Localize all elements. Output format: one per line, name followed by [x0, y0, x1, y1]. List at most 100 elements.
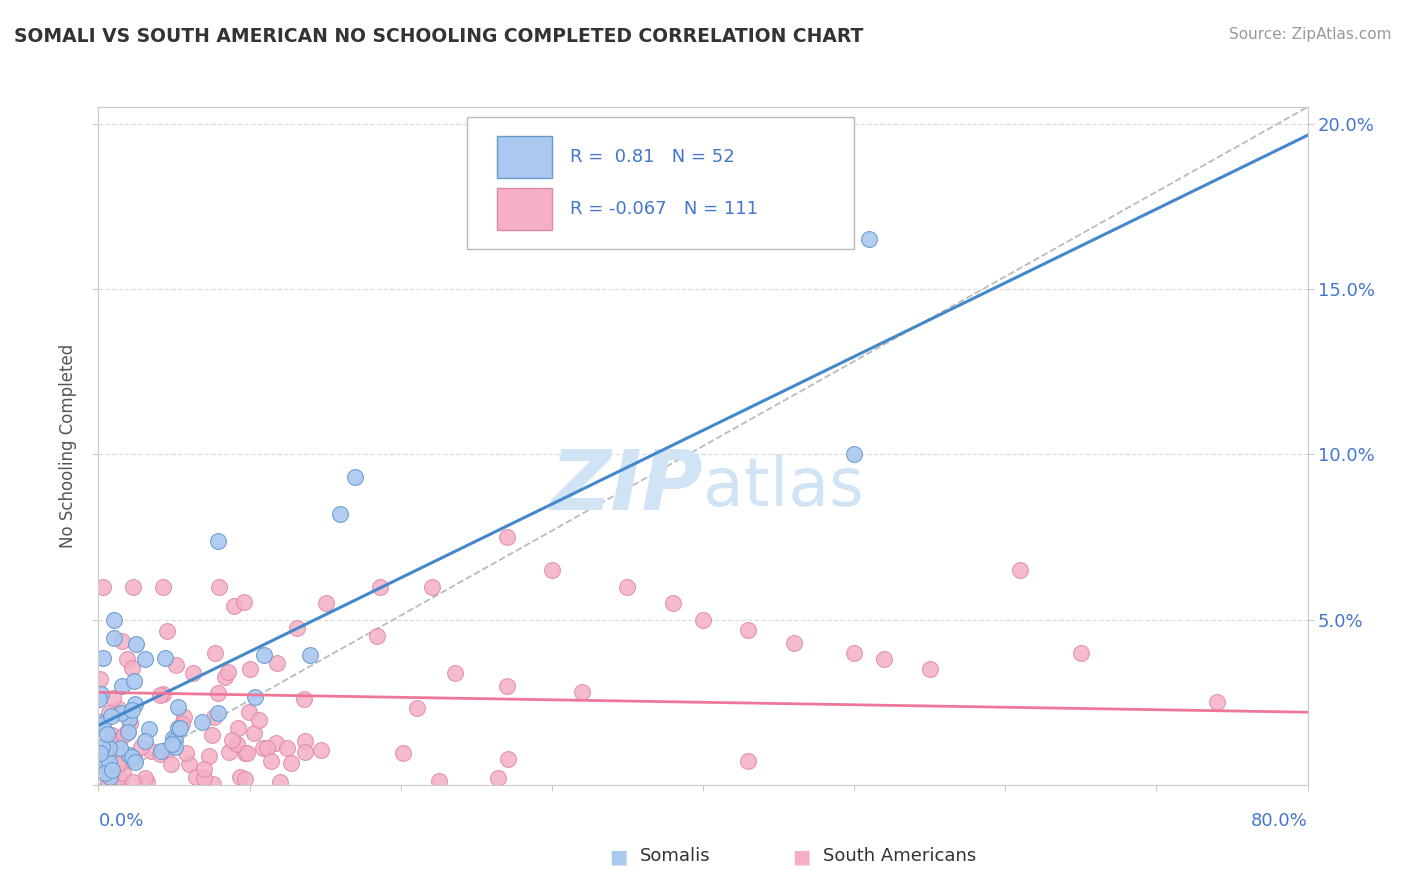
Point: [1070, 646, 1092, 660]
Point: [90, 687, 112, 701]
Point: [243, 690, 266, 704]
Point: [858, 232, 880, 246]
Point: [392, 747, 415, 761]
Point: [207, 706, 229, 721]
Point: [202, 710, 225, 724]
Point: [152, 687, 174, 701]
Point: [160, 737, 183, 751]
Point: [112, 766, 135, 780]
Point: [616, 580, 638, 594]
Point: [115, 724, 138, 739]
Point: [252, 740, 274, 755]
Point: [104, 768, 127, 782]
Point: [183, 666, 205, 681]
Point: [165, 657, 187, 672]
Text: SOMALI VS SOUTH AMERICAN NO SCHOOLING COMPLETED CORRELATION CHART: SOMALI VS SOUTH AMERICAN NO SCHOOLING CO…: [14, 27, 863, 45]
Point: [737, 754, 759, 768]
Point: [344, 470, 367, 484]
Point: [222, 599, 245, 613]
Point: [285, 621, 308, 635]
Point: [89, 746, 111, 760]
Point: [100, 763, 122, 777]
Point: [107, 757, 129, 772]
Point: [201, 776, 224, 790]
Point: [101, 690, 124, 705]
Point: [174, 746, 197, 760]
Point: [114, 754, 136, 768]
Point: [107, 702, 129, 716]
Point: [198, 749, 221, 764]
Point: [96, 763, 118, 777]
Point: [232, 595, 254, 609]
Point: [315, 596, 337, 610]
Point: [141, 744, 163, 758]
Point: [91, 651, 114, 665]
Point: [177, 757, 200, 772]
Point: [125, 637, 148, 651]
Point: [243, 726, 266, 740]
Point: [256, 741, 278, 756]
Point: [294, 745, 316, 759]
Point: [235, 772, 257, 787]
Point: [264, 735, 287, 749]
Point: [1206, 695, 1229, 709]
Point: [236, 747, 259, 761]
Text: 0.0%: 0.0%: [98, 812, 143, 830]
Point: [329, 507, 352, 521]
Point: [134, 652, 156, 666]
Point: [238, 705, 260, 719]
Point: [108, 741, 131, 756]
Point: [692, 613, 714, 627]
Text: 80.0%: 80.0%: [1251, 812, 1308, 830]
Point: [737, 623, 759, 637]
Point: [366, 630, 388, 644]
Point: [107, 732, 129, 747]
Point: [172, 717, 194, 731]
Point: [118, 748, 141, 763]
Point: [486, 772, 509, 786]
Point: [110, 634, 132, 648]
Point: [444, 666, 467, 681]
Bar: [498, 188, 551, 230]
Point: [122, 673, 145, 688]
Text: R =  0.81   N = 52: R = 0.81 N = 52: [569, 148, 735, 166]
Point: [149, 688, 172, 702]
Bar: [498, 136, 551, 178]
Point: [208, 580, 231, 594]
Point: [495, 679, 517, 693]
Point: [108, 775, 131, 789]
Point: [118, 752, 141, 766]
Text: ■: ■: [792, 847, 811, 866]
Point: [122, 774, 145, 789]
Text: South Americans: South Americans: [823, 847, 976, 865]
Point: [91, 717, 114, 731]
Point: [186, 771, 208, 785]
Point: [87, 715, 110, 730]
Point: [1010, 563, 1032, 577]
Point: [266, 656, 288, 670]
Text: ■: ■: [609, 847, 628, 866]
Point: [89, 754, 111, 768]
Point: [97, 772, 120, 787]
Point: [167, 721, 190, 735]
Point: [918, 662, 941, 676]
Point: [204, 646, 226, 660]
Point: [118, 712, 141, 726]
Text: Somalis: Somalis: [640, 847, 710, 865]
Point: [153, 651, 176, 665]
Point: [103, 613, 125, 627]
Point: [193, 762, 215, 776]
Point: [163, 732, 186, 747]
Point: [91, 758, 114, 772]
Point: [229, 770, 252, 784]
Point: [124, 755, 146, 769]
Point: [214, 670, 236, 684]
Point: [121, 703, 143, 717]
Text: Source: ZipAtlas.com: Source: ZipAtlas.com: [1229, 27, 1392, 42]
Point: [103, 632, 125, 646]
Point: [91, 757, 114, 772]
Point: [292, 691, 315, 706]
Point: [165, 740, 187, 755]
Point: [149, 747, 172, 762]
Point: [96, 727, 118, 741]
